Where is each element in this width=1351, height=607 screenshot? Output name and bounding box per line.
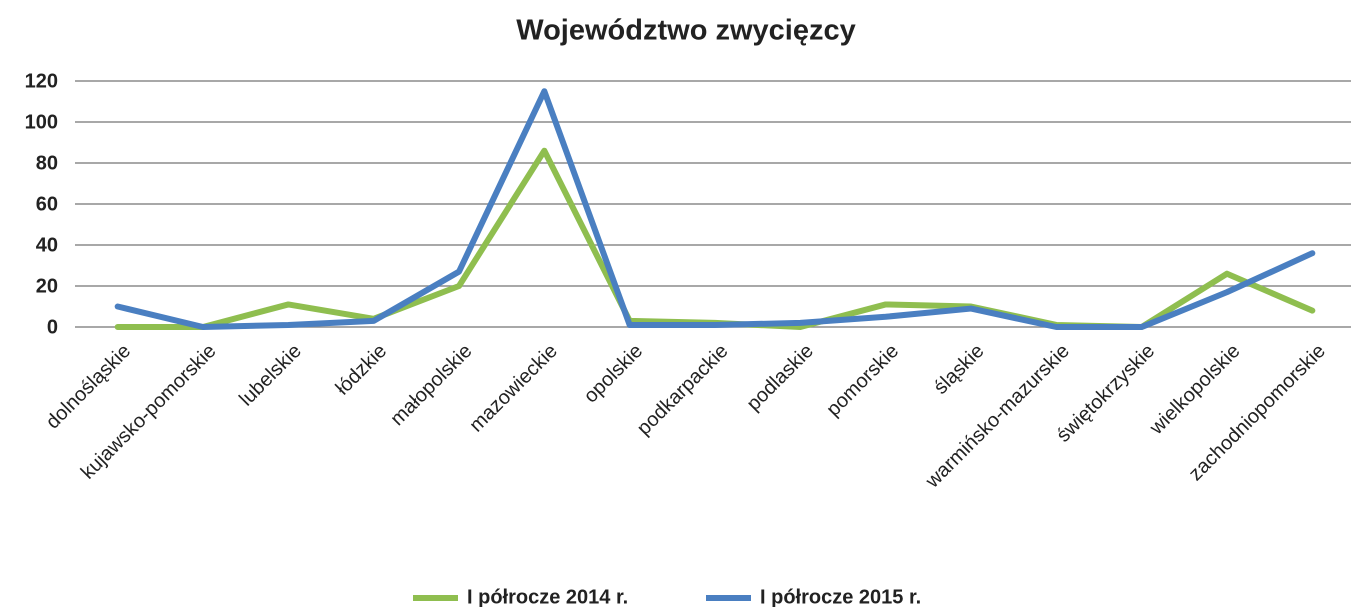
x-tick-label: dolnośląskie (42, 340, 135, 433)
x-tick-label: łódzkie (332, 340, 392, 400)
y-tick-label: 100 (25, 111, 58, 133)
y-tick-label: 60 (36, 193, 58, 215)
x-tick-label: pomorskie (822, 340, 903, 421)
y-tick-label: 20 (36, 275, 58, 297)
x-tick-label: opolskie (580, 340, 647, 407)
y-tick-label: 80 (36, 152, 58, 174)
x-tick-label: podkarpackie (633, 340, 733, 440)
x-tick-label: małopolskie (386, 340, 476, 430)
y-tick-label: 0 (47, 316, 58, 338)
legend-label: I półrocze 2015 r. (760, 586, 921, 607)
y-tick-label: 40 (36, 234, 58, 256)
legend-label: I półrocze 2014 r. (467, 586, 628, 607)
x-tick-label: podlaskie (743, 340, 818, 415)
chart-title: Województwo zwycięzcy (516, 15, 855, 47)
series-line (114, 88, 1316, 330)
x-tick-label: śląskie (930, 340, 989, 399)
x-tick-label: warmińsko-mazurskie (921, 340, 1074, 493)
x-tick-label: mazowieckie (465, 340, 562, 437)
y-tick-label: 120 (25, 70, 58, 92)
series-line (114, 147, 1316, 330)
x-tick-label: lubelskie (235, 340, 306, 411)
